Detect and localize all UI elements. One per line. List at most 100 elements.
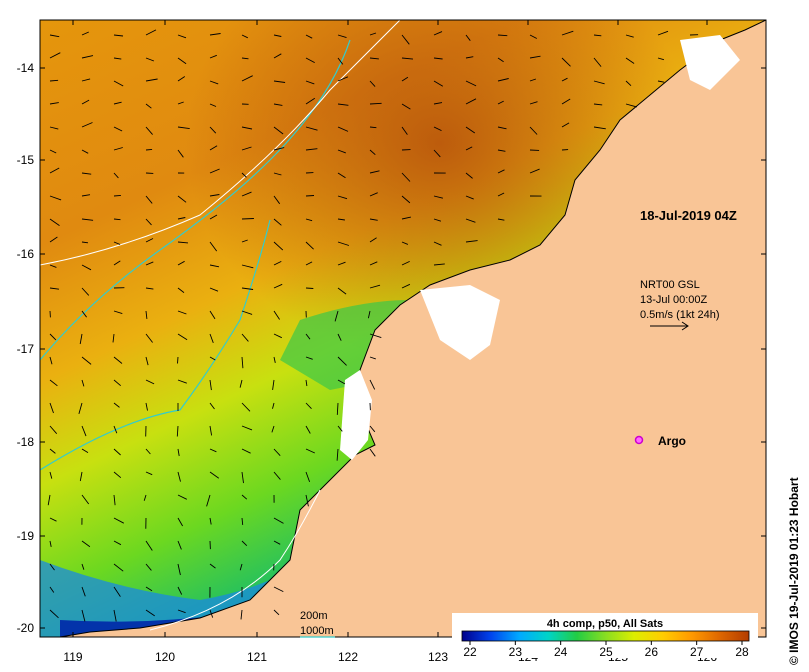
current-arrow bbox=[529, 101, 538, 105]
current-arrow bbox=[241, 333, 249, 342]
current-arrow bbox=[401, 283, 411, 289]
y-tick-label: -17 bbox=[17, 342, 35, 356]
current-arrow bbox=[49, 126, 59, 130]
current-arrow bbox=[177, 379, 187, 384]
current-arrow bbox=[369, 170, 380, 174]
current-arrow bbox=[401, 195, 411, 204]
current-arrow bbox=[625, 34, 634, 38]
current-arrow bbox=[81, 31, 89, 36]
current-arrow bbox=[177, 101, 184, 105]
current-arrow bbox=[305, 126, 318, 131]
current-arrow bbox=[177, 356, 179, 364]
current-arrow bbox=[433, 218, 442, 222]
current-arrow bbox=[49, 402, 54, 414]
current-arrow bbox=[49, 333, 57, 341]
current-arrow bbox=[113, 471, 122, 479]
current-arrow bbox=[273, 448, 281, 457]
current-arrow bbox=[177, 563, 181, 576]
current-arrow bbox=[145, 471, 153, 476]
current-arrow bbox=[401, 126, 408, 135]
current-arrow bbox=[209, 609, 214, 618]
x-tick-label: 120 bbox=[155, 650, 175, 664]
current-arrow bbox=[79, 333, 83, 345]
current-arrow bbox=[113, 172, 119, 179]
current-arrow bbox=[241, 356, 244, 369]
current-arrow bbox=[113, 194, 121, 197]
current-arrow bbox=[143, 494, 147, 501]
current-arrow bbox=[241, 146, 252, 151]
current-arrow bbox=[177, 586, 183, 595]
current-arrow bbox=[81, 172, 92, 175]
current-arrow bbox=[177, 310, 187, 315]
current-arrow bbox=[49, 195, 62, 201]
current-info-line2: 13-Jul 00:00Z bbox=[640, 294, 708, 306]
current-arrow bbox=[241, 75, 253, 82]
current-arrow bbox=[177, 287, 185, 293]
current-arrow bbox=[305, 494, 309, 507]
current-arrow bbox=[305, 148, 318, 151]
current-arrow bbox=[241, 191, 252, 197]
current-arrow bbox=[240, 609, 243, 620]
plot-area bbox=[40, 20, 766, 637]
current-arrow bbox=[369, 448, 376, 457]
current-arrow bbox=[81, 540, 91, 548]
current-arrow bbox=[369, 149, 376, 156]
current-arrow bbox=[113, 126, 123, 132]
current-arrow bbox=[49, 356, 53, 365]
current-arrow bbox=[497, 218, 505, 221]
current-arrow bbox=[239, 379, 243, 388]
current-arrow bbox=[305, 287, 314, 289]
current-arrow bbox=[337, 241, 350, 246]
current-arrow bbox=[145, 448, 151, 455]
current-arrow bbox=[561, 30, 574, 36]
current-arrow bbox=[337, 218, 345, 221]
current-arrow bbox=[241, 540, 248, 547]
current-arrow bbox=[145, 333, 153, 343]
current-arrow bbox=[593, 126, 606, 130]
current-arrow bbox=[145, 29, 157, 36]
current-arrow bbox=[401, 34, 410, 45]
current-arrow bbox=[433, 263, 445, 266]
current-arrow bbox=[113, 425, 118, 434]
current-arrow bbox=[433, 241, 442, 246]
colorbar-tick-label: 28 bbox=[735, 645, 749, 659]
current-arrow bbox=[336, 402, 339, 415]
current-arrow bbox=[177, 76, 186, 82]
current-arrow bbox=[145, 103, 152, 109]
current-arrow bbox=[369, 284, 381, 289]
current-arrow bbox=[369, 356, 376, 360]
current-arrow bbox=[112, 333, 115, 343]
argo-marker[interactable] bbox=[634, 435, 644, 445]
current-arrow bbox=[145, 148, 153, 151]
current-arrow bbox=[209, 333, 214, 344]
current-arrow bbox=[593, 80, 605, 85]
current-arrow bbox=[497, 149, 506, 152]
contour-200m-b bbox=[149, 489, 321, 631]
current-arrow bbox=[433, 149, 441, 158]
current-arrow bbox=[47, 494, 51, 506]
current-arrow bbox=[81, 609, 86, 622]
current-arrow bbox=[465, 146, 473, 151]
current-arrow bbox=[369, 192, 378, 197]
current-arrow bbox=[81, 379, 85, 387]
current-arrow bbox=[177, 448, 180, 457]
current-arrow bbox=[81, 241, 89, 244]
current-arrow bbox=[81, 563, 85, 570]
current-arrow bbox=[113, 260, 121, 266]
current-vectors bbox=[47, 29, 699, 622]
current-arrow bbox=[177, 260, 185, 266]
current-arrow bbox=[209, 356, 216, 361]
current-arrow bbox=[529, 126, 538, 135]
current-arrow bbox=[657, 57, 665, 61]
current-arrow bbox=[337, 356, 347, 366]
current-arrow bbox=[113, 34, 124, 37]
scale-arrow bbox=[650, 321, 689, 331]
current-arrow bbox=[49, 379, 58, 387]
current-arrow bbox=[81, 494, 90, 505]
current-arrow bbox=[273, 241, 284, 251]
y-tick-label: -18 bbox=[17, 435, 35, 449]
current-arrow bbox=[369, 425, 376, 433]
colorbar-title: 4h comp, p50, All Sats bbox=[547, 618, 663, 630]
current-arrow bbox=[49, 517, 57, 522]
current-arrow bbox=[369, 32, 377, 36]
